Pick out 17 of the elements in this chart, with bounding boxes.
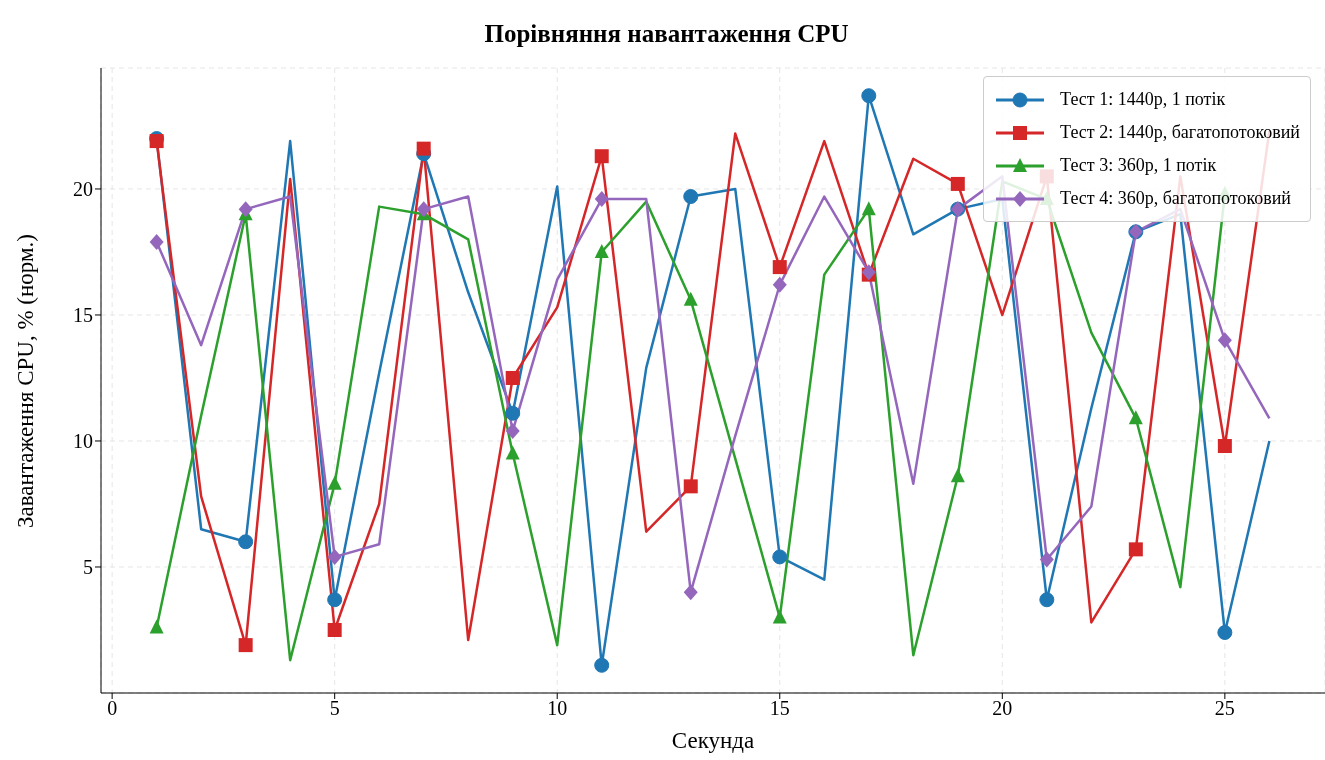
y-axis-title: Завантаження CPU, % (норм.) xyxy=(13,233,39,528)
x-tick-label: 25 xyxy=(1214,697,1235,720)
y-tick-label: 20 xyxy=(73,178,93,201)
y-tick-label: 10 xyxy=(73,430,93,453)
legend-label: Тест 4: 360p, багатопотоковий xyxy=(1060,188,1291,209)
x-axis-title: Секунда xyxy=(670,728,756,754)
x-tick-label: 20 xyxy=(992,697,1013,720)
legend-label: Тест 3: 360p, 1 потік xyxy=(1060,155,1217,176)
y-tick-label: 15 xyxy=(73,304,93,327)
x-tick-label: 5 xyxy=(329,697,340,720)
x-tick-label: 0 xyxy=(107,697,118,720)
x-tick-label: 10 xyxy=(547,697,568,720)
legend-label: Тест 1: 1440p, 1 потік xyxy=(1060,89,1226,110)
legend-label: Тест 2: 1440p, багатопотоковий xyxy=(1060,122,1300,143)
chart-title: Порівняння навантаження CPU xyxy=(483,20,850,48)
x-tick-label: 15 xyxy=(769,697,790,720)
y-tick-label: 5 xyxy=(83,556,93,579)
